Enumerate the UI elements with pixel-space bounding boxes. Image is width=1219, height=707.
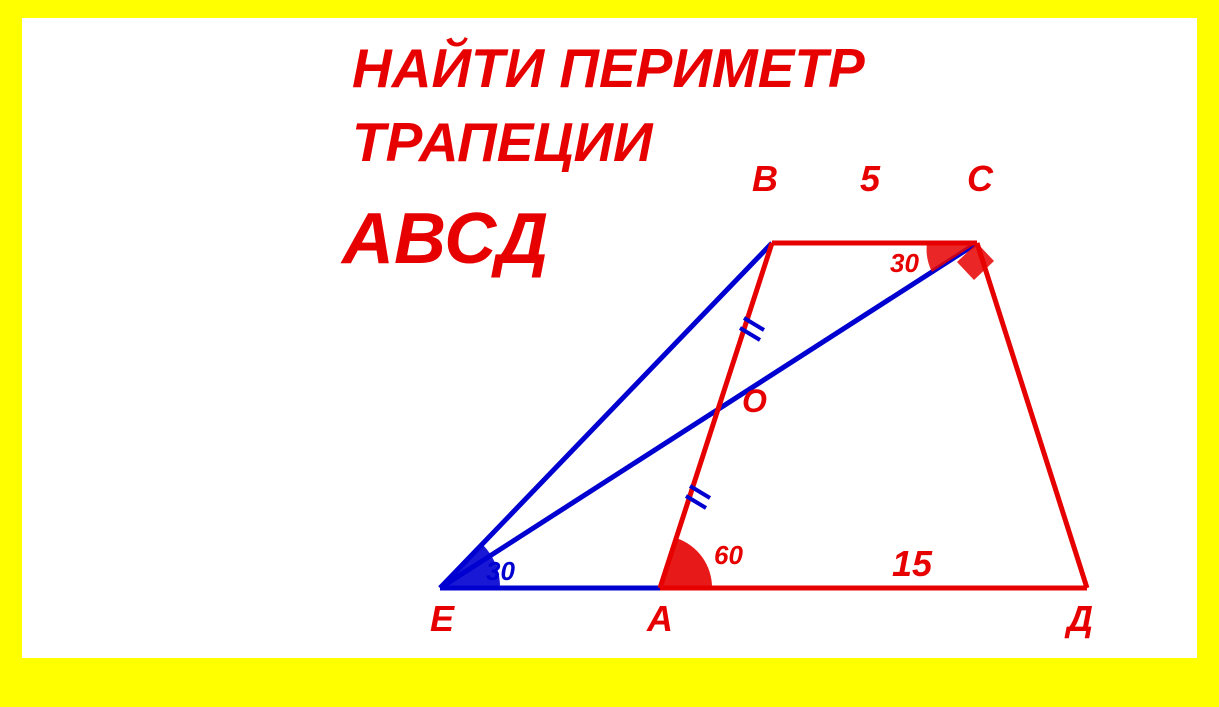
title-line-1: НАЙТИ ПЕРИМЕТР <box>352 36 865 100</box>
label-B: В <box>752 158 778 200</box>
angle-A-value: 60 <box>714 540 743 571</box>
edge-EC <box>440 243 977 588</box>
label-A: А <box>647 598 673 640</box>
edge-CD <box>977 243 1087 588</box>
diagram-canvas: НАЙТИ ПЕРИМЕТР ТРАПЕЦИИ АВСД В С О Е А Д… <box>22 18 1197 658</box>
angle-E-value: 30 <box>486 556 515 587</box>
edge-EB <box>440 243 772 588</box>
label-C: С <box>967 158 993 200</box>
title-line-2: ТРАПЕЦИИ <box>352 110 653 174</box>
title-line-3: АВСД <box>342 198 548 280</box>
angle-BCE-value: 30 <box>890 248 919 279</box>
label-O: О <box>742 383 767 420</box>
label-D: Д <box>1067 598 1093 640</box>
label-AD-value: 15 <box>892 543 932 585</box>
label-BC-value: 5 <box>860 158 880 200</box>
label-E: Е <box>430 598 454 640</box>
